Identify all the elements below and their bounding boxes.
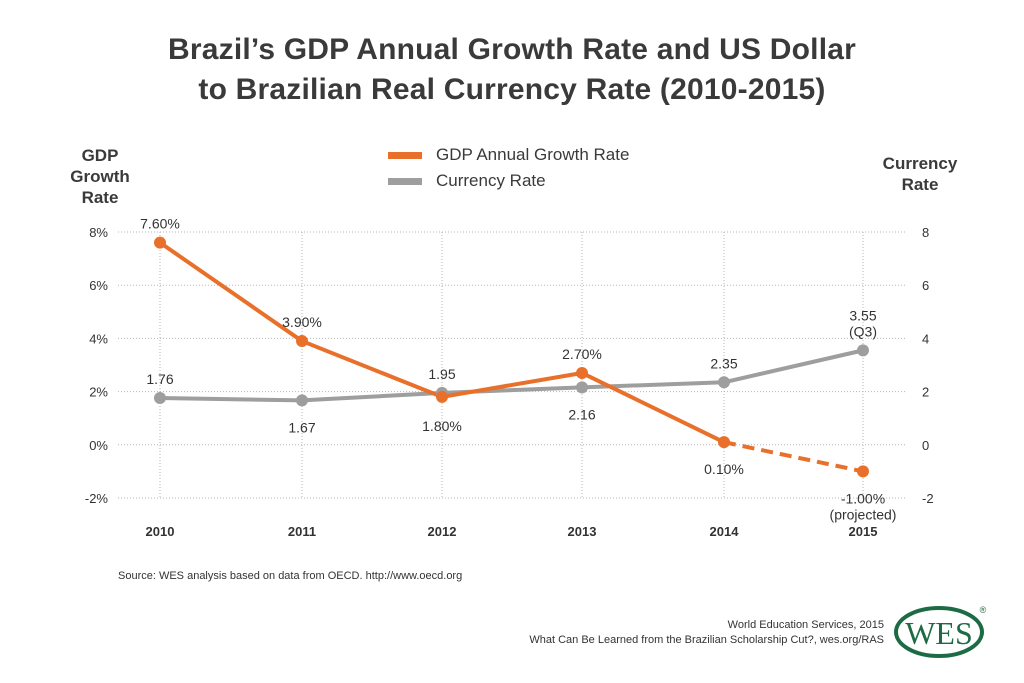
- right-axis-tick-label: 0: [922, 438, 929, 453]
- right-axis-tick-label: 4: [922, 331, 929, 346]
- data-point-currency-rate: [154, 391, 166, 404]
- data-label-currency-rate: 2.35: [710, 355, 737, 371]
- x-axis-tick-label: 2010: [146, 524, 175, 539]
- data-label-currency-rate: 1.95: [428, 366, 455, 382]
- data-label-currency-rate: 2.16: [568, 406, 595, 422]
- credits-line-2: What Can Be Learned from the Brazilian S…: [529, 634, 884, 646]
- legend-item-currency: Currency Rate: [388, 168, 629, 194]
- data-point-currency-rate: [718, 376, 730, 389]
- chart-title: Brazil’s GDP Annual Growth Rate and US D…: [0, 30, 1024, 110]
- left-axis-tick-label: 0%: [89, 438, 108, 453]
- x-axis-tick-label: 2013: [568, 524, 597, 539]
- credits-line-1: World Education Services, 2015: [727, 619, 884, 631]
- right-axis-title-line: Rate: [901, 175, 939, 194]
- left-axis-title: GDP Growth Rate: [55, 145, 145, 208]
- data-label-currency-rate: 1.76: [146, 371, 173, 387]
- left-axis-tick-label: -2%: [85, 491, 109, 506]
- legend-label-gdp: GDP Annual Growth Rate: [436, 145, 630, 164]
- left-axis-title-line: Growth: [70, 167, 130, 186]
- x-axis-tick-label: 2011: [288, 524, 316, 539]
- legend-item-gdp: GDP Annual Growth Rate: [388, 142, 629, 168]
- data-label-gdp-growth: 1.80%: [422, 418, 462, 434]
- data-label-gdp-growth: (projected): [830, 506, 897, 522]
- left-axis-tick-label: 8%: [89, 225, 108, 240]
- right-axis-tick-label: 8: [922, 225, 929, 240]
- right-axis-tick-label: 2: [922, 385, 929, 400]
- data-label-gdp-growth: -1.00%: [841, 490, 885, 506]
- data-point-gdp-growth: [576, 366, 588, 379]
- chart-title-line-1: Brazil’s GDP Annual Growth Rate and US D…: [168, 33, 856, 66]
- left-axis-title-line: GDP: [81, 146, 119, 165]
- data-point-currency-rate: [576, 381, 588, 394]
- data-point-gdp-growth: [154, 236, 166, 249]
- x-axis-tick-label: 2012: [428, 524, 457, 539]
- left-axis-tick-label: 6%: [89, 278, 108, 293]
- left-axis-tick-label: 4%: [89, 331, 108, 346]
- wes-logo-text: WES: [905, 615, 973, 651]
- x-axis-tick-label: 2014: [710, 524, 740, 539]
- data-label-currency-rate: (Q3): [849, 323, 877, 339]
- legend-label-currency: Currency Rate: [436, 171, 546, 190]
- data-label-gdp-growth: 0.10%: [704, 461, 744, 477]
- right-axis-tick-label: 6: [922, 278, 929, 293]
- data-label-currency-rate: 1.67: [288, 419, 315, 435]
- x-axis-tick-label: 2015: [849, 524, 878, 539]
- data-label-gdp-growth: 3.90%: [282, 314, 322, 330]
- series-line-gdp-projected: [723, 440, 864, 474]
- data-point-gdp-growth: [718, 436, 730, 449]
- data-label-currency-rate: 3.55: [849, 307, 876, 323]
- wes-logo-ring: [894, 606, 984, 658]
- legend-swatch-currency: [388, 177, 422, 185]
- source-note: Source: WES analysis based on data from …: [118, 570, 463, 582]
- wes-logo-registered: ®: [980, 605, 987, 615]
- legend: GDP Annual Growth Rate Currency Rate: [388, 142, 629, 194]
- legend-swatch-gdp: [388, 151, 422, 159]
- right-axis-title-line: Currency: [882, 154, 958, 173]
- data-point-gdp-growth: [436, 390, 448, 403]
- chart-title-line-2: to Brazilian Real Currency Rate (2010-20…: [198, 73, 826, 106]
- left-axis-title-line: Rate: [81, 188, 119, 207]
- data-point-currency-rate: [296, 394, 308, 407]
- data-label-gdp-growth: 7.60%: [140, 216, 180, 232]
- right-axis-tick-label: -2: [922, 491, 934, 506]
- data-point-currency-rate: [857, 344, 869, 357]
- right-axis-title: Currency Rate: [860, 153, 980, 195]
- data-point-gdp-growth: [296, 335, 308, 348]
- data-label-gdp-growth: 2.70%: [562, 346, 602, 362]
- left-axis-tick-label: 2%: [89, 385, 108, 400]
- wes-logo: WES ®: [894, 605, 987, 658]
- series-line-currency-rate: [159, 348, 864, 403]
- data-point-gdp-growth: [857, 465, 869, 478]
- credits: World Education Services, 2015 What Can …: [529, 618, 884, 648]
